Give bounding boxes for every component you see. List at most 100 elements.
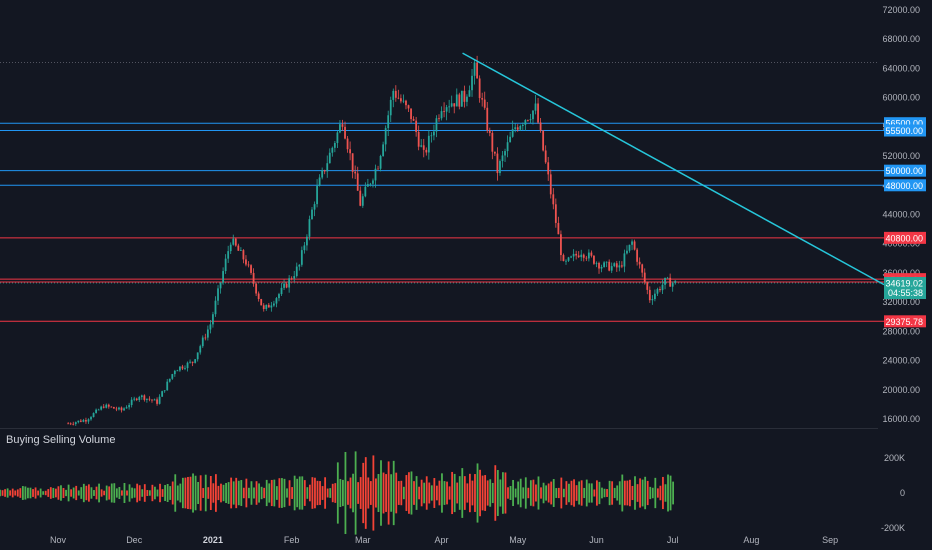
volume-bar <box>232 481 235 505</box>
candle-body <box>567 257 570 261</box>
candle-body <box>250 265 252 273</box>
candle-body <box>468 90 471 97</box>
volume-bar <box>425 476 428 510</box>
volume-bar <box>306 487 309 499</box>
volume-bar <box>263 487 266 499</box>
volume-bar <box>641 479 644 507</box>
candle-body <box>354 171 357 174</box>
candle-body <box>463 90 466 102</box>
candle-body <box>643 272 646 283</box>
x-tick-label: 2021 <box>203 535 223 545</box>
volume-bar <box>639 478 641 508</box>
candle-body <box>491 132 494 152</box>
volume-tick-label: 200K <box>884 453 905 463</box>
level-tag <box>884 124 926 137</box>
volume-bar <box>550 481 553 505</box>
volume-bar <box>189 476 192 510</box>
candle-body <box>186 362 189 369</box>
candle-body <box>252 272 255 284</box>
trendline-segment[interactable] <box>462 52 885 286</box>
volume-bar <box>593 489 596 497</box>
y-tick-label: 44000.00 <box>882 210 920 220</box>
candle-body <box>222 271 224 283</box>
volume-bar <box>537 476 540 510</box>
volume-bar <box>476 463 479 523</box>
candle-body <box>336 132 339 144</box>
candle-body <box>181 366 184 369</box>
candle-body <box>440 111 443 119</box>
candle-body <box>133 398 136 400</box>
candle-body <box>565 260 567 262</box>
volume-bar <box>136 483 139 503</box>
volume-bar <box>397 481 400 505</box>
volume-bar <box>608 480 611 506</box>
candle-body <box>598 262 600 269</box>
volume-bar <box>255 481 258 505</box>
candle-body <box>79 420 82 422</box>
y-tick-label: 20000.00 <box>882 385 920 395</box>
volume-indicator-title[interactable]: Buying Selling Volume <box>6 434 116 446</box>
candle-body <box>369 183 372 185</box>
volume-bar <box>623 480 626 506</box>
volume-bar <box>621 474 624 512</box>
candle-body <box>283 283 285 288</box>
level-tag <box>884 231 926 244</box>
volume-bar <box>283 478 286 508</box>
volume-bar <box>433 478 436 508</box>
candle-body <box>671 282 674 287</box>
candle-body <box>549 174 552 195</box>
candle-body <box>163 390 166 392</box>
volume-bar <box>369 481 372 505</box>
candle-body <box>554 204 557 223</box>
volume-bar <box>240 480 243 506</box>
candle-body <box>255 283 258 294</box>
volume-bar <box>258 483 260 503</box>
volume-bar <box>126 490 128 496</box>
volume-bar <box>565 481 568 505</box>
volume-axis[interactable]: 200K 0 -200K <box>881 453 905 533</box>
volume-bar <box>222 484 225 502</box>
candle-body <box>120 407 123 411</box>
volume-bar <box>321 486 324 500</box>
volume-bar <box>453 473 456 513</box>
volume-bar <box>573 479 575 507</box>
volume-bar <box>507 487 509 499</box>
candle-body <box>171 374 174 379</box>
volume-bar <box>324 477 327 509</box>
horizontal-levels[interactable] <box>0 122 884 322</box>
time-axis[interactable]: Nov Dec 2021 Feb Mar Apr May Jun Jul Aug Sep <box>50 535 838 545</box>
candle-body <box>613 263 616 267</box>
candle-body <box>275 298 278 304</box>
candle-body <box>455 94 458 107</box>
volume-bar <box>494 465 497 521</box>
volume-bar <box>291 487 293 499</box>
candle-body <box>209 324 212 330</box>
volume-bar <box>347 481 349 505</box>
candle-body <box>344 126 346 139</box>
volume-bar <box>207 487 210 499</box>
volume-bar <box>24 486 27 500</box>
candle-body <box>656 289 659 294</box>
trendline[interactable] <box>462 52 885 286</box>
candle-body <box>278 294 280 299</box>
candle-body <box>587 252 590 259</box>
volume-bar <box>390 474 393 512</box>
volume-bar <box>672 481 674 505</box>
volume-bar <box>423 482 426 504</box>
volume-bar <box>319 481 321 505</box>
candle-body <box>333 143 336 148</box>
volume-bar <box>9 490 12 496</box>
candle-body <box>615 263 618 268</box>
price-axis[interactable]: 72000.0068000.0064000.0060000.0056000.00… <box>882 5 920 424</box>
volume-bar <box>57 486 60 500</box>
volume-bar <box>669 475 672 511</box>
volume-bar <box>156 489 159 497</box>
x-tick-label: Nov <box>50 535 67 545</box>
volume-bar <box>484 475 487 511</box>
candle-body <box>366 184 369 187</box>
candle-body <box>232 238 235 245</box>
volume-bar <box>296 478 299 508</box>
volume-bar <box>349 477 352 509</box>
volume-bar <box>47 489 50 497</box>
